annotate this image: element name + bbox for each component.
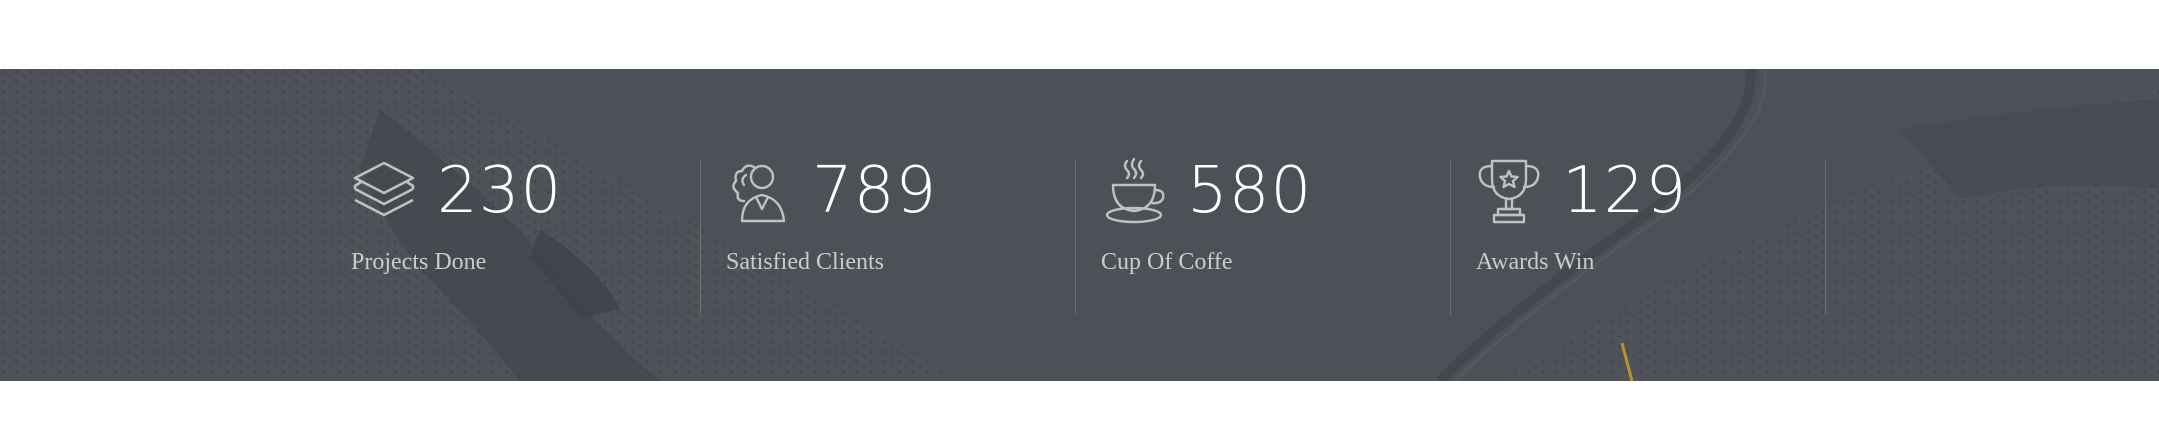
stat-label: Projects Done xyxy=(351,249,487,275)
clients-icon xyxy=(724,157,794,227)
layers-icon xyxy=(349,157,419,227)
stats-row: 230 Projects Done 789 Satisfied Clients xyxy=(0,69,2159,381)
stat-cup-of-coffe: 580 Cup Of Coffe xyxy=(1099,154,1399,297)
stat-divider xyxy=(1075,159,1076,315)
stat-divider xyxy=(1825,159,1826,315)
stat-value: 230 xyxy=(437,154,563,228)
stat-value: 580 xyxy=(1187,154,1313,228)
stat-label: Awards Win xyxy=(1476,249,1595,275)
stat-label: Cup Of Coffe xyxy=(1101,249,1233,275)
stat-satisfied-clients: 789 Satisfied Clients xyxy=(724,154,1024,297)
stat-value: 129 xyxy=(1562,154,1688,228)
stat-label: Satisfied Clients xyxy=(726,249,884,275)
stat-divider xyxy=(700,159,701,315)
coffee-cup-icon xyxy=(1099,157,1169,227)
mountain-background-image xyxy=(0,69,2159,381)
stat-awards-win: 129 Awards Win xyxy=(1474,154,1774,297)
stat-divider xyxy=(1450,159,1451,315)
stat-value: 789 xyxy=(812,154,938,228)
stats-counter-section: 230 Projects Done 789 Satisfied Clients xyxy=(0,69,2159,381)
trophy-icon xyxy=(1474,157,1544,227)
stat-projects-done: 230 Projects Done xyxy=(349,154,649,297)
